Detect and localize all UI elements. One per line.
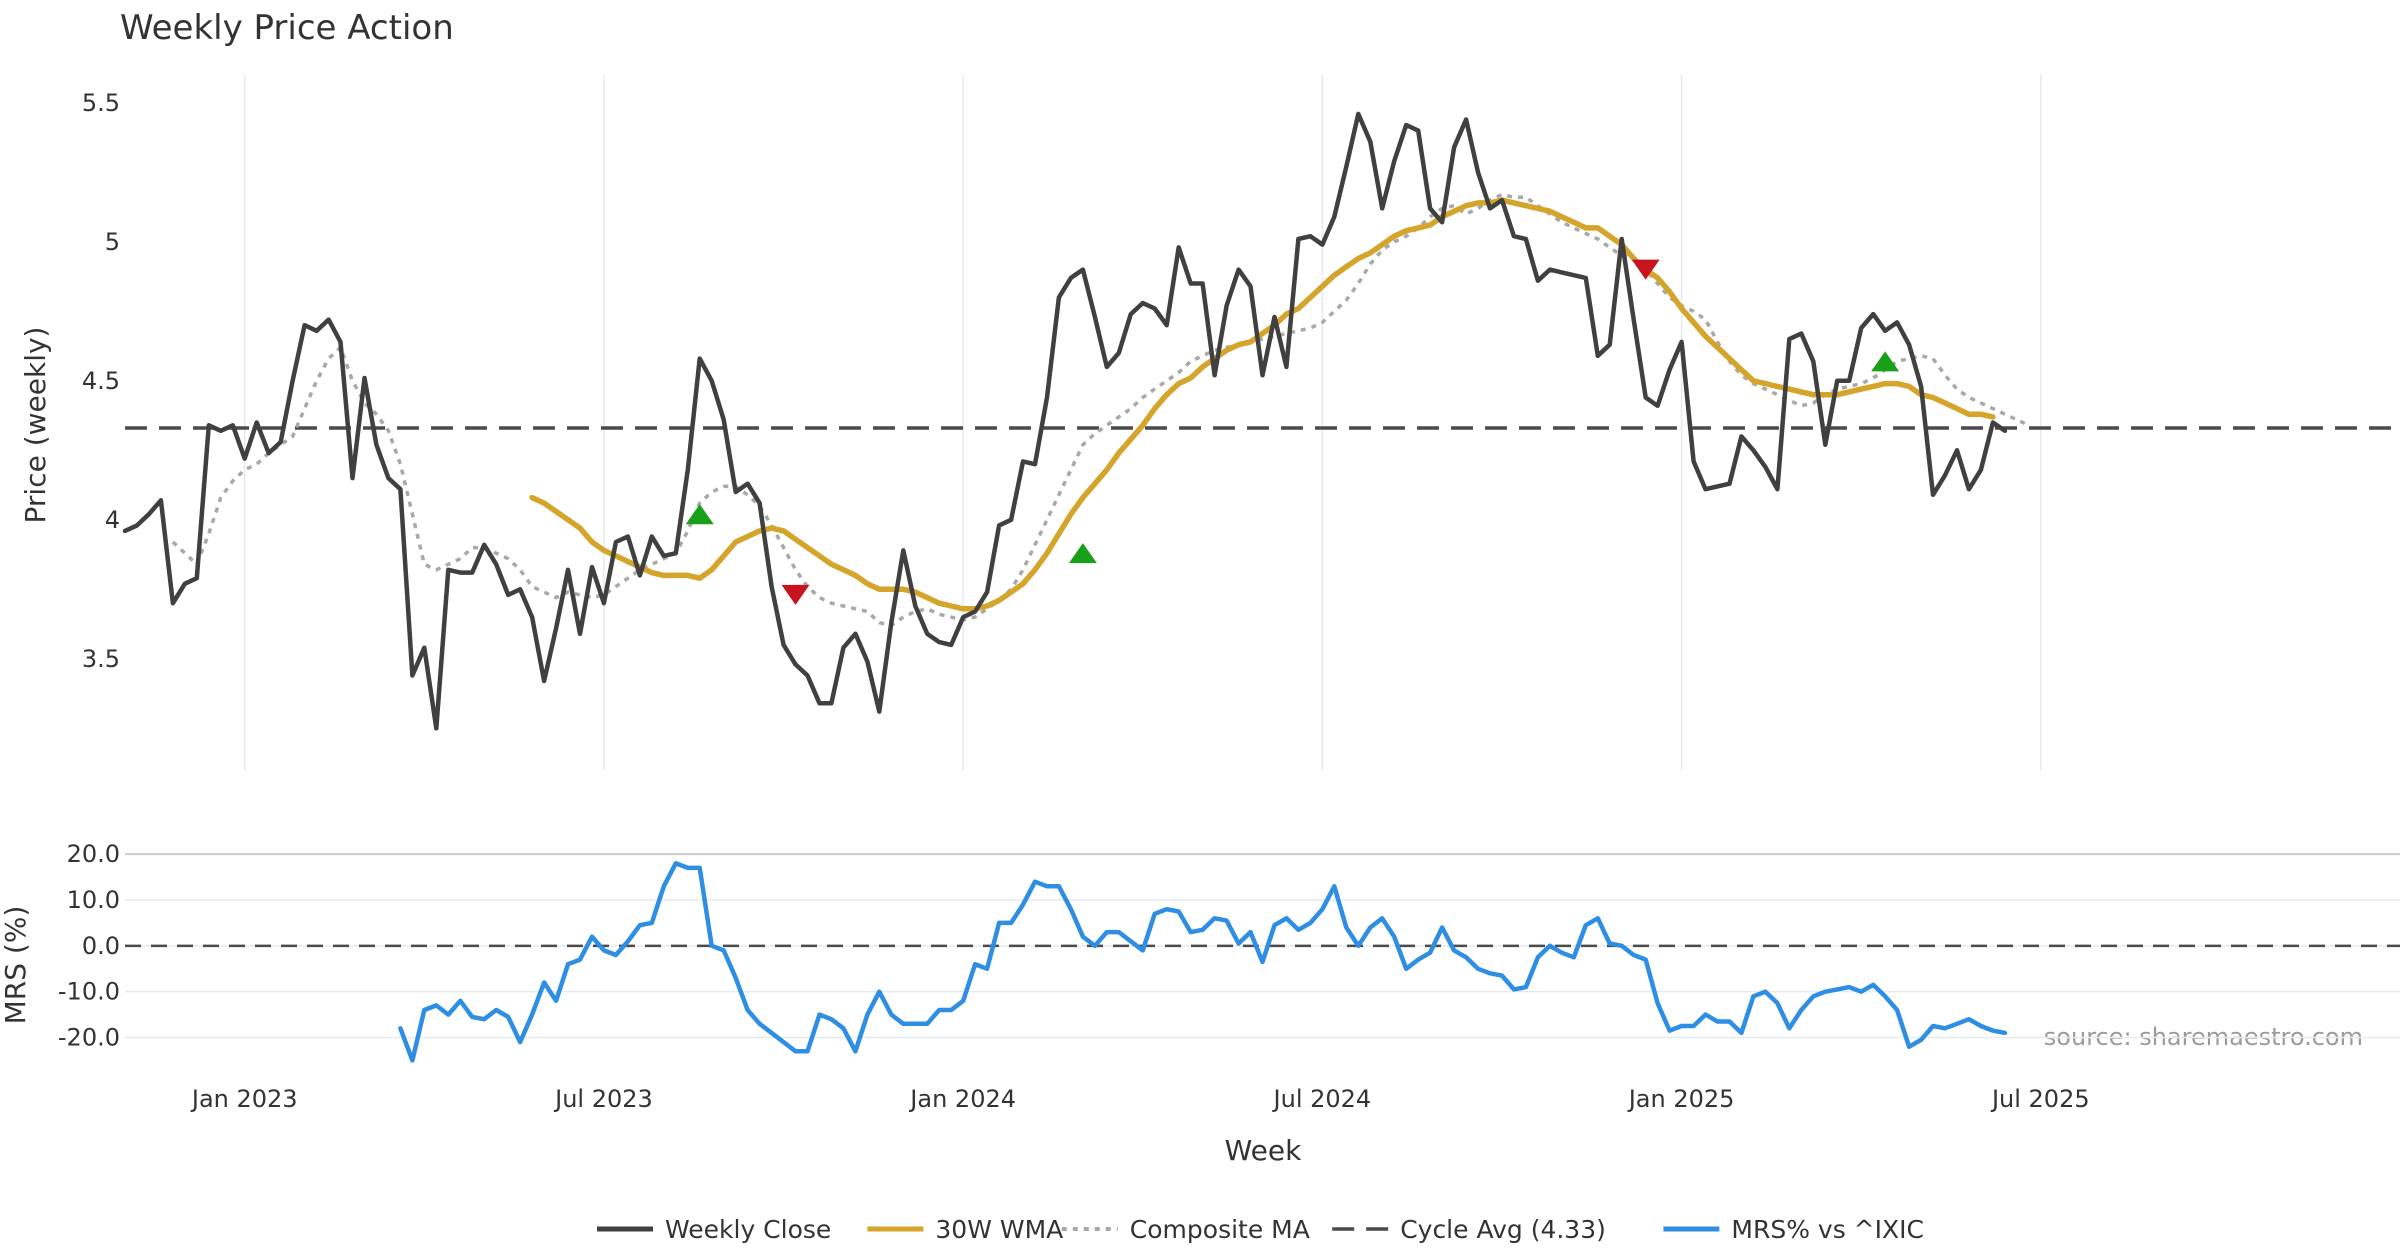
x-tick-label: Jan 2023 [190,1085,298,1113]
legend-label-composite: Composite MA [1130,1215,1310,1244]
price-ytick-label: 4.5 [82,367,120,395]
mrs-ytick-label: 10.0 [67,886,120,914]
price-ytick-label: 3.5 [82,645,120,673]
composite-ma-line [171,192,2030,628]
price-panel: 3.5 4 4.5 5 5.5 [82,75,2400,770]
mrs-ytick-label: -10.0 [58,978,120,1006]
x-tick-label: Jul 2025 [1990,1085,2090,1113]
price-ytick-label: 5 [105,228,120,256]
chart-title: Weekly Price Action [120,8,454,48]
sell-signal-marker-0 [781,584,810,605]
legend-label-mrs: MRS% vs ^IXIC [1731,1215,1924,1244]
legend-label-wma: 30W WMA [935,1215,1063,1244]
weekly-close-line [122,111,2008,731]
buy-signal-marker-0 [685,504,714,525]
price-ytick-label: 4 [105,506,120,534]
legend-label-close: Weekly Close [665,1215,831,1244]
x-tick-label: Jan 2025 [1627,1085,1735,1113]
mrs-ytick-label: 20.0 [67,840,120,868]
buy-signal-marker-2 [1871,351,1900,372]
mrs-ytick-label: -20.0 [58,1024,120,1052]
mrs-line [398,861,2008,1063]
x-tick-label: Jul 2023 [553,1085,653,1113]
x-axis: Jan 2023 Jul 2023 Jan 2024 Jul 2024 Jan 2025… [190,1085,2090,1113]
x-axis-title: Week [1225,1134,1302,1167]
buy-signal-marker-1 [1068,543,1097,564]
sell-signal-marker-1 [1631,259,1660,280]
price-axis-title: Price (weekly) [19,327,52,524]
x-tick-label: Jan 2024 [908,1085,1016,1113]
mrs-axis-title: MRS (%) [0,906,32,1025]
mrs-panel: 20.0 10.0 0.0 -10.0 -20.0 [58,840,2400,1063]
x-tick-label: Jul 2024 [1272,1085,1372,1113]
mrs-ytick-label: 0.0 [82,932,120,960]
price-ytick-label: 5.5 [82,89,120,117]
wma-line [529,197,1996,612]
legend: Weekly Close 30W WMA Composite MA Cycle Avg… [597,1215,1924,1244]
legend-label-cycle: Cycle Avg (4.33) [1400,1215,1606,1244]
